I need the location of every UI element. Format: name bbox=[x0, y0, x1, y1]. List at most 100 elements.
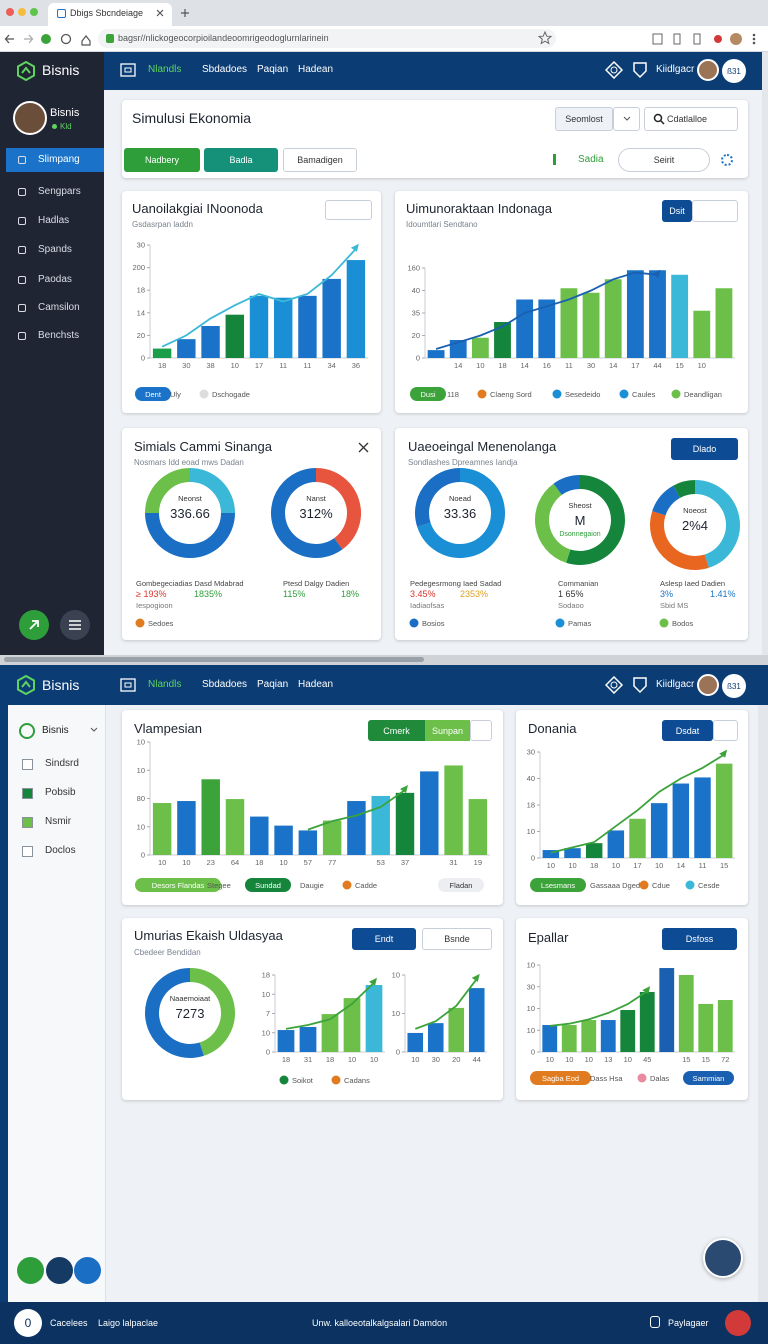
footer-link[interactable]: Laigo lalpaclae bbox=[98, 1318, 159, 1328]
panel-button[interactable]: Nadbery bbox=[124, 148, 200, 172]
nav-buttons[interactable] bbox=[4, 30, 94, 48]
group-title[interactable]: Bisnis bbox=[42, 725, 69, 736]
sidebar-item[interactable]: Camsilon bbox=[38, 302, 80, 313]
user-avatar[interactable] bbox=[697, 674, 719, 696]
nav-item[interactable]: Paqian bbox=[257, 64, 289, 75]
chart-button[interactable]: Dsdat bbox=[662, 720, 713, 741]
footer-link[interactable]: Cacelees bbox=[50, 1318, 88, 1328]
chart-subtitle: Nosmars Idd eoad mws Dadan bbox=[134, 458, 244, 467]
fab-navy[interactable] bbox=[46, 1257, 73, 1284]
nav-item[interactable]: Nlandls bbox=[148, 679, 182, 690]
user-name[interactable]: Kiidlgacr bbox=[656, 64, 695, 75]
nav-item[interactable]: Hadean bbox=[298, 679, 334, 690]
chart-button[interactable]: Cmerk bbox=[368, 720, 425, 741]
sidebar-checkbox[interactable] bbox=[22, 846, 33, 857]
sidebar-item[interactable]: Benchsts bbox=[38, 330, 80, 341]
chart-title: Donania bbox=[528, 721, 577, 736]
sidebar-icon bbox=[18, 304, 26, 312]
user-name[interactable]: Kiidlgacr bbox=[656, 679, 695, 690]
sidebar-item[interactable]: Spands bbox=[38, 244, 72, 255]
chart-subtitle: Cbedeer Bendidan bbox=[134, 948, 201, 957]
chart-button[interactable]: Dsit bbox=[662, 200, 692, 222]
browser-toolbar[interactable] bbox=[650, 30, 768, 48]
h-scrollbar-thumb[interactable] bbox=[4, 657, 424, 662]
tab-close[interactable] bbox=[155, 8, 165, 18]
chart-subtitle: Gsdasrpan laddn bbox=[132, 220, 193, 229]
brand-logo bbox=[17, 61, 35, 81]
browser-tab[interactable] bbox=[48, 3, 172, 26]
sidebar-item[interactable]: Nsmir bbox=[45, 816, 72, 827]
chart-button[interactable]: Bsnde bbox=[422, 928, 492, 950]
select-a[interactable]: Seomlost bbox=[555, 107, 613, 131]
window-maximize[interactable] bbox=[30, 8, 38, 16]
header-icon bbox=[120, 63, 136, 77]
lock-icon bbox=[106, 34, 114, 43]
sidebar-item[interactable]: Sindsrd bbox=[45, 758, 79, 769]
close-icon[interactable] bbox=[358, 442, 369, 453]
user-avatar[interactable] bbox=[697, 59, 719, 81]
sidebar-item[interactable]: Pobsib bbox=[45, 787, 76, 798]
footer-badge: 0 bbox=[14, 1309, 42, 1337]
bookmark-star[interactable] bbox=[538, 31, 552, 45]
assistant-avatar[interactable] bbox=[703, 1238, 743, 1278]
url-text: bagsr//nlickogeocorpioilandeoomrigeodogl… bbox=[118, 33, 329, 43]
scrollbar[interactable] bbox=[762, 52, 768, 655]
sidebar-checkbox[interactable] bbox=[22, 759, 33, 770]
nav-item[interactable]: Paqian bbox=[257, 679, 289, 690]
chart-title: Simials Cammi Sinanga bbox=[134, 439, 272, 454]
panel-link[interactable]: Sadia bbox=[578, 154, 604, 165]
panel-button[interactable]: Badla bbox=[204, 148, 278, 172]
header-icons[interactable] bbox=[605, 676, 649, 694]
sidebar-icon bbox=[18, 332, 26, 340]
user-badge[interactable]: ß31 bbox=[722, 59, 746, 83]
sidebar-item[interactable]: Paodas bbox=[38, 274, 72, 285]
sidebar-checkbox[interactable] bbox=[22, 817, 33, 828]
chart-dropdown[interactable] bbox=[713, 720, 738, 741]
sidebar-light bbox=[8, 705, 106, 1302]
tab-icon bbox=[57, 9, 66, 18]
settings-icon[interactable] bbox=[721, 154, 733, 166]
user-badge[interactable]: ß31 bbox=[722, 674, 746, 698]
new-tab[interactable] bbox=[180, 8, 190, 18]
panel-button[interactable]: Bamadigen bbox=[283, 148, 357, 172]
fab-blue[interactable] bbox=[74, 1257, 101, 1284]
nav-item[interactable]: Hadean bbox=[298, 64, 334, 75]
select-b-label: Cdatlalloe bbox=[667, 114, 708, 124]
sidebar-item[interactable]: Hadlas bbox=[38, 215, 70, 226]
select-a-toggle[interactable] bbox=[613, 107, 640, 131]
window-close[interactable] bbox=[6, 8, 14, 16]
nav-item[interactable]: Sbdadoes bbox=[202, 64, 248, 75]
sidebar-checkbox[interactable] bbox=[22, 788, 33, 799]
chart-title: Epallar bbox=[528, 930, 569, 945]
nav-item[interactable]: Sbdadoes bbox=[202, 679, 248, 690]
sidebar-item[interactable]: Sengpars bbox=[38, 186, 81, 197]
chart-button[interactable]: Endt bbox=[352, 928, 416, 950]
chart-dropdown[interactable] bbox=[692, 200, 738, 222]
action-icon bbox=[29, 620, 39, 630]
footer-text: Unw. kalloeotalkalgsalari Damdon bbox=[312, 1318, 448, 1328]
chart-button[interactable]: Dlado bbox=[671, 438, 738, 460]
chart-tools[interactable] bbox=[325, 200, 372, 220]
fab-green[interactable] bbox=[17, 1257, 44, 1284]
window-minimize[interactable] bbox=[18, 8, 26, 16]
footer bbox=[0, 1302, 768, 1344]
chevron[interactable] bbox=[90, 727, 98, 733]
nav-item[interactable]: Nlandls bbox=[148, 64, 182, 75]
chart-dropdown[interactable] bbox=[470, 720, 492, 741]
footer-user[interactable]: Paylagaer bbox=[668, 1318, 709, 1328]
sidebar-item[interactable]: Slimpang bbox=[38, 154, 80, 165]
chevron bbox=[623, 116, 630, 121]
chart-button[interactable]: Dsfoss bbox=[662, 928, 737, 950]
sidebar-active[interactable] bbox=[6, 148, 104, 172]
sidebar-item[interactable]: Doclos bbox=[45, 845, 76, 856]
chart-button[interactable]: Sunpan bbox=[425, 720, 470, 741]
profile-status: Kld bbox=[60, 122, 72, 131]
url-field[interactable] bbox=[98, 29, 556, 48]
header-icons[interactable] bbox=[605, 61, 649, 79]
menu-icon bbox=[69, 620, 81, 630]
search-pill[interactable]: Seirit bbox=[618, 148, 710, 172]
top-header bbox=[104, 52, 768, 90]
scrollbar[interactable] bbox=[758, 705, 768, 1302]
select-b[interactable]: Cdatlalloe bbox=[644, 107, 738, 131]
footer-alert[interactable] bbox=[725, 1310, 751, 1336]
